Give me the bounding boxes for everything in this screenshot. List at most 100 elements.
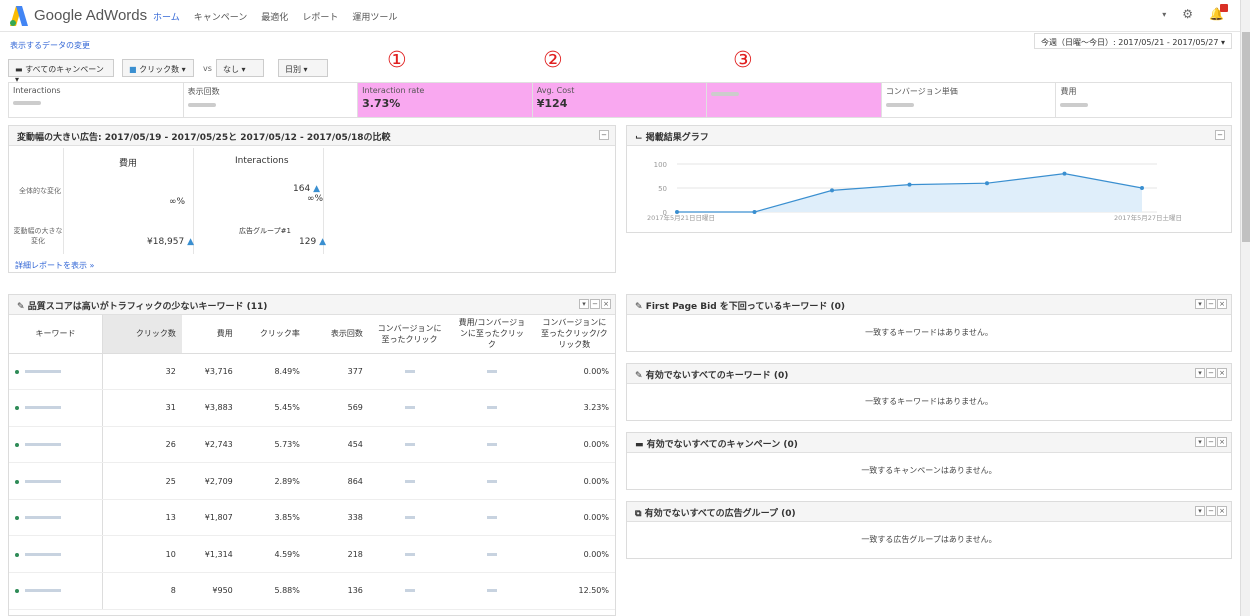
table-row[interactable]: 25 ¥2,709 2.89% 864 0.00% [9, 462, 615, 500]
detail-report-link[interactable]: 詳細レポートを表示 » [15, 261, 95, 270]
metric-interactions[interactable]: Interactions [9, 83, 184, 117]
col-clicks[interactable]: クリック数 [102, 315, 182, 354]
table-row[interactable]: 31 ¥3,883 5.45% 569 3.23% [9, 389, 615, 427]
cost-per-conv-cell [450, 499, 534, 537]
nav-reports[interactable]: レポート [302, 13, 339, 23]
options-dropdown-button[interactable]: ▾ [1195, 506, 1205, 516]
options-dropdown-button[interactable]: ▾ [1195, 368, 1205, 378]
close-button[interactable]: × [1217, 299, 1227, 309]
scrollbar-thumb[interactable] [1242, 32, 1250, 242]
col-conv-rate[interactable]: コンバージョンに至ったクリック/クリック数 [533, 315, 615, 354]
brand-name[interactable]: Google AdWords [34, 7, 148, 24]
metric-impressions[interactable]: 表示回数 [184, 83, 359, 117]
metric-avg-cost[interactable]: Avg. Cost ¥124 [532, 83, 708, 117]
blurred-value [13, 101, 41, 105]
col-keyword[interactable]: キーワード [9, 315, 104, 354]
folder-icon: ▬ [15, 65, 26, 74]
data-point[interactable] [752, 210, 757, 214]
data-point[interactable] [1062, 171, 1067, 176]
arrow-up-icon: ▲ [187, 237, 195, 247]
cost-cell: ¥1,314 [181, 535, 239, 574]
campaign-filter-dropdown[interactable]: ▬ すべてのキャンペーン ▾ [8, 59, 114, 84]
pencil-icon: ✎ [17, 302, 28, 312]
page-scrollbar[interactable] [1240, 0, 1250, 616]
close-button[interactable]: × [601, 299, 611, 309]
divider [193, 148, 194, 254]
impressions-cell: 338 [305, 499, 369, 537]
impressions-cell: 569 [305, 389, 369, 427]
x-start-label: 2017年5月21日日曜日 [647, 213, 715, 222]
compare-label: なし [223, 65, 239, 74]
metric-value: ¥124 [536, 97, 568, 110]
options-dropdown-button[interactable]: ▾ [1195, 437, 1205, 447]
data-point[interactable] [675, 210, 679, 214]
close-button[interactable]: × [1217, 437, 1227, 447]
ctr-cell: 2.89% [238, 462, 306, 500]
impressions-cell: 864 [305, 462, 369, 500]
granularity-dropdown[interactable]: 日別 ▾ [278, 59, 328, 77]
y-tick-label: 100 [654, 161, 667, 169]
data-point[interactable] [830, 188, 834, 193]
metric-interaction-rate[interactable]: Interaction rate 3.73% [358, 83, 533, 117]
cost-cell: ¥950 [181, 572, 239, 610]
col-ctr[interactable]: クリック率 [238, 315, 306, 354]
side-panel-header: ✎ 有効でないすべてのキーワード (0) [627, 364, 1231, 384]
date-range-selector[interactable]: 今週（日曜〜今日）: 2017/05/21 - 2017/05/27 ▾ [1034, 33, 1232, 49]
conv-clicks-cell [368, 572, 451, 610]
bell-icon[interactable]: 🔔 [1209, 4, 1228, 21]
keyword-cell[interactable] [9, 462, 104, 500]
collapse-button[interactable]: − [1206, 437, 1216, 447]
table-row[interactable]: 26 ¥2,743 5.73% 454 0.00% [9, 426, 615, 464]
table-row[interactable]: 32 ¥3,716 8.49% 377 0.00% [9, 353, 615, 391]
table-row[interactable]: 8 ¥950 5.88% 136 12.50% [9, 572, 615, 610]
collapse-button[interactable]: − [1206, 299, 1216, 309]
compare-dropdown[interactable]: なし ▾ [216, 59, 264, 77]
keyword-cell[interactable] [9, 535, 104, 574]
col-cost-per-conv[interactable]: 費用/コンバージョンに至ったクリック [450, 315, 534, 354]
data-point[interactable] [1140, 186, 1144, 190]
adwords-logo-icon[interactable] [10, 6, 28, 26]
y-tick-label: 0 [663, 209, 667, 217]
cost-cell: ¥3,883 [181, 389, 239, 427]
col-conv-clicks[interactable]: コンバージョンに至ったクリック [368, 315, 451, 354]
metric-filter-dropdown[interactable]: ■ クリック数 ▾ [122, 59, 194, 77]
series-area [677, 173, 1142, 212]
keyword-cell[interactable] [9, 572, 104, 610]
keyword-cell[interactable] [9, 426, 104, 464]
options-dropdown-button[interactable]: ▾ [1195, 299, 1205, 309]
cost-cell: ¥2,709 [181, 462, 239, 500]
options-dropdown-button[interactable]: ▾ [579, 299, 589, 309]
collapse-button[interactable]: − [599, 130, 609, 140]
nav-tools[interactable]: 運用ツール [352, 13, 398, 23]
change-data-link[interactable]: 表示するデータの変更 [10, 41, 90, 50]
metric-cost-per-conversion[interactable]: コンバージョン単価 [882, 83, 1057, 117]
table-row[interactable]: 10 ¥1,314 4.59% 218 0.00% [9, 535, 615, 574]
metric-cost[interactable]: 費用 [1056, 83, 1231, 117]
gear-icon[interactable]: ⚙ [1182, 7, 1194, 21]
close-button[interactable]: × [1217, 506, 1227, 516]
collapse-button[interactable]: − [1206, 368, 1216, 378]
empty-message: 一致するキャンペーンはありません。 [861, 466, 997, 475]
nav-optimize[interactable]: 最適化 [261, 13, 289, 23]
metric-redacted[interactable] [707, 83, 882, 117]
data-point[interactable] [907, 182, 912, 187]
keyword-panel-header: ✎ 品質スコアは高いがトラフィックの少ないキーワード (11) [9, 295, 615, 315]
col-cost[interactable]: 費用 [181, 315, 239, 354]
close-button[interactable]: × [1217, 368, 1227, 378]
keyword-cell[interactable] [9, 499, 104, 537]
table-row[interactable]: 13 ¥1,807 3.85% 338 0.00% [9, 499, 615, 537]
col-impressions[interactable]: 表示回数 [305, 315, 369, 354]
collapse-button[interactable]: − [1215, 130, 1225, 140]
collapse-button[interactable]: − [590, 299, 600, 309]
chevron-down-icon[interactable]: ▾ [1162, 9, 1167, 19]
data-point[interactable] [985, 181, 989, 186]
keyword-cell[interactable] [9, 389, 104, 427]
nav-campaigns[interactable]: キャンペーン [193, 13, 248, 23]
pencil-icon: ✎ [635, 371, 646, 381]
header-icons: ▾ ⚙ 🔔 [1162, 4, 1228, 21]
nav-home[interactable]: ホーム [153, 13, 180, 23]
collapse-button[interactable]: − [1206, 506, 1216, 516]
keyword-cell[interactable] [9, 353, 104, 391]
keyword-panel-title: 品質スコアは高いがトラフィックの少ないキーワード (11) [27, 302, 268, 312]
